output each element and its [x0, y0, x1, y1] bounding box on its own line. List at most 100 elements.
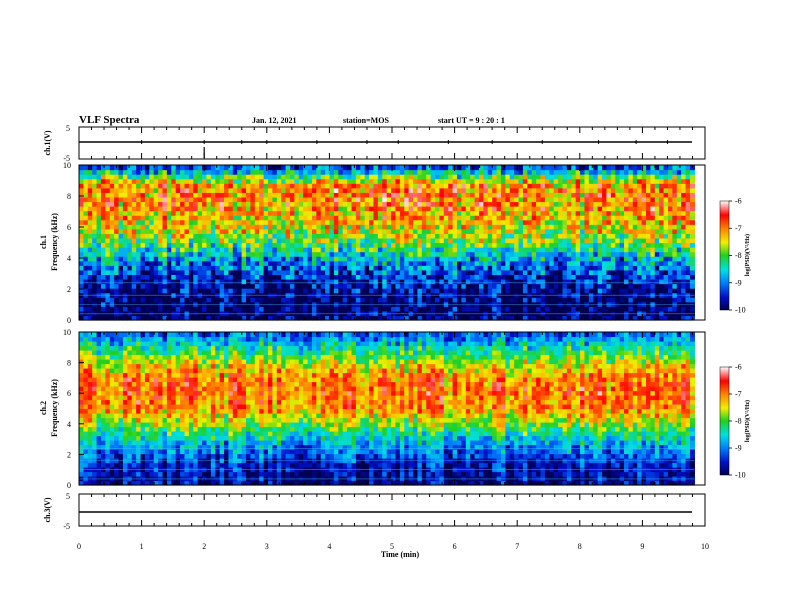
spectrogram-cell: [219, 215, 225, 221]
spectrogram-cell: [364, 169, 370, 175]
spectrogram-cell: [540, 187, 546, 193]
spectrogram-cell: [413, 183, 419, 189]
spectrogram-cell: [83, 283, 89, 289]
spectrogram-cell: [268, 174, 273, 180]
spectrogram-cell: [531, 174, 537, 180]
spectrogram-cell: [452, 306, 458, 312]
spectrogram-cell: [465, 310, 471, 317]
spectrogram-cell: [386, 237, 392, 244]
spectrogram-cell: [325, 174, 331, 180]
spectrogram-cell: [522, 288, 528, 294]
spectrogram-cell: [96, 165, 102, 171]
spectrogram-cell: [329, 315, 335, 321]
spectrogram-cell: [373, 228, 379, 234]
spectrogram-cell: [676, 297, 682, 303]
spectrogram-cell: [210, 278, 216, 285]
spectrogram-cell: [562, 306, 568, 312]
spectrogram-cell: [144, 165, 150, 171]
spectrogram-cell: [404, 306, 410, 312]
spectrogram-cell: [391, 278, 397, 285]
spectrogram-cell: [483, 256, 489, 262]
spectrogram-cell: [518, 174, 524, 180]
spectrogram-cell: [470, 196, 476, 203]
spectrogram-cell: [224, 201, 230, 207]
spectrogram-cell: [263, 310, 269, 317]
spectrogram-cell: [566, 256, 572, 262]
spectrogram-cell: [162, 178, 168, 184]
spectrogram-cell: [536, 242, 542, 248]
spectrogram-cell: [689, 196, 695, 203]
spectrogram-cell: [202, 247, 208, 253]
spectrogram-cell: [562, 256, 568, 262]
spectrogram-cell: [474, 183, 480, 189]
spectrogram-cell: [685, 228, 691, 234]
spectrogram-cell: [426, 224, 432, 230]
spectrogram-cell: [298, 269, 304, 276]
spectrogram-cell: [369, 165, 375, 171]
spectrogram-cell: [659, 274, 665, 280]
spectrogram-cell: [597, 242, 603, 248]
spectrogram-cell: [654, 210, 660, 216]
spectrogram-cell: [417, 274, 423, 280]
spectrogram-cell: [553, 265, 559, 271]
spectrogram-cell: [215, 183, 221, 189]
spectrogram-cell: [268, 251, 273, 257]
spectrogram-cell: [527, 269, 533, 276]
spectrogram-cell: [162, 256, 168, 262]
spectrogram-cell: [241, 174, 247, 180]
spectrogram-cell: [654, 274, 660, 280]
spectrogram-cell: [373, 210, 379, 216]
spectrogram-cell: [338, 269, 344, 276]
spectrogram-cell: [619, 265, 625, 271]
spectrogram-cell: [114, 178, 120, 184]
spectrogram-cell: [83, 187, 89, 193]
spectrogram-cell: [404, 196, 410, 203]
spectrogram-cell: [347, 215, 353, 221]
spectrogram-cell: [382, 251, 388, 257]
spectrogram-cell: [536, 174, 542, 180]
spectrogram-cell: [685, 283, 691, 289]
spectrogram-cell: [294, 297, 300, 303]
spectrogram-cell: [386, 297, 392, 303]
spectrogram-cell: [408, 187, 414, 193]
spectrogram-cell: [597, 233, 603, 239]
spectrogram-cell: [654, 174, 660, 180]
spectrogram-cell: [399, 278, 405, 285]
spectrogram-cell: [584, 178, 590, 184]
spectrogram-cell: [637, 228, 643, 234]
spectrogram-cell: [413, 288, 419, 294]
spectrogram-cell: [584, 219, 590, 225]
spectrogram-cell: [250, 178, 256, 184]
spectrogram-cell: [100, 192, 106, 198]
spectrogram-cell: [193, 242, 199, 248]
spectrogram-cell: [149, 210, 155, 216]
spectrogram-cell: [259, 247, 265, 253]
spectrogram-cell: [250, 269, 256, 276]
spectrogram-cell: [518, 274, 524, 280]
spectrogram-cell: [540, 247, 546, 253]
spectrogram-cell: [232, 237, 238, 244]
spectrogram-cell: [298, 256, 304, 262]
spectrogram-cell: [435, 315, 441, 321]
spectrogram-cell: [478, 260, 484, 266]
spectrogram-cell: [566, 187, 572, 193]
spectrogram-cell: [307, 165, 313, 171]
spectrogram-cell: [637, 224, 643, 230]
spectrogram-cell: [175, 192, 181, 198]
spectrogram-cell: [114, 183, 120, 189]
spectrogram-cell: [689, 233, 695, 239]
spectrogram-cell: [536, 206, 542, 212]
spectrogram-cell: [377, 251, 383, 257]
spectrogram-cell: [492, 288, 498, 294]
spectrogram-cell: [118, 210, 124, 216]
spectrogram-cell: [127, 183, 133, 189]
spectrogram-cell: [558, 210, 564, 216]
spectrogram-cell: [628, 224, 634, 230]
spectrogram-cell: [395, 247, 401, 253]
spectrogram-cell: [144, 206, 150, 212]
spectrogram-cell: [320, 215, 326, 221]
spectrogram-cell: [654, 283, 660, 289]
spectrogram-cell: [166, 242, 172, 248]
spectrogram-cell: [136, 192, 142, 198]
spectrogram-cell: [382, 183, 388, 189]
